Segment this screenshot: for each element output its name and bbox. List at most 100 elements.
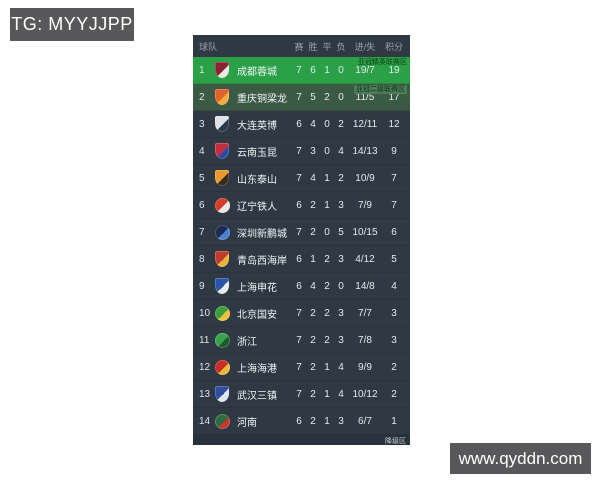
- draw-value: 1: [324, 199, 330, 211]
- points-value: 6: [391, 226, 397, 238]
- rank: 2: [199, 91, 205, 103]
- team-crest-icon: [215, 62, 229, 78]
- team-name: 辽宁铁人: [237, 201, 277, 213]
- table-row[interactable]: 3 大连英博 6 4 0 2 12/11 12: [193, 111, 410, 138]
- rank: 3: [199, 118, 205, 130]
- table-row[interactable]: 4 云南玉昆 7 3 0 4 14/13 9: [193, 138, 410, 165]
- team-name: 上海海港: [237, 363, 277, 375]
- site-watermark: www.qyddn.com: [450, 443, 591, 474]
- win-value: 2: [310, 334, 316, 346]
- win-value: 4: [310, 118, 316, 130]
- played-value: 6: [296, 253, 302, 265]
- played-value: 7: [296, 361, 302, 373]
- points-value: 3: [391, 307, 397, 319]
- points-value: 7: [391, 172, 397, 184]
- played-value: 6: [296, 118, 302, 130]
- win-value: 6: [310, 64, 316, 76]
- rank: 5: [199, 172, 205, 184]
- goals-value: 10/12: [352, 388, 378, 400]
- relegation-zone-label: 降级区: [385, 438, 406, 445]
- loss-value: 3: [338, 415, 344, 427]
- win-value: 2: [310, 388, 316, 400]
- played-value: 6: [296, 280, 302, 292]
- goals-value: 7/7: [358, 307, 372, 319]
- team-name: 山东泰山: [237, 174, 277, 186]
- table-row[interactable]: 14 河南 6 2 1 3 6/7 1: [193, 408, 410, 435]
- table-row[interactable]: 10 北京国安 7 2 2 3 7/7 3: [193, 300, 410, 327]
- table-row[interactable]: 5 山东泰山 7 4 1 2 10/9 7: [193, 165, 410, 192]
- team-name: 上海申花: [237, 282, 277, 294]
- goals-value: 14/8: [355, 280, 375, 292]
- team-name: 河南: [237, 417, 257, 429]
- win-value: 1: [310, 253, 316, 265]
- header-points: 积分: [384, 41, 403, 52]
- header-loss: 负: [336, 41, 346, 52]
- team-crest-icon: [215, 197, 230, 213]
- team-name: 武汉三镇: [237, 390, 277, 402]
- rank: 14: [199, 415, 211, 427]
- relegation-strip: 降级区: [193, 435, 410, 445]
- team-crest-icon: [215, 224, 230, 240]
- draw-value: 0: [324, 226, 330, 238]
- goals-value: 10/9: [355, 172, 375, 184]
- team-crest-icon: [215, 143, 229, 159]
- loss-value: 0: [338, 64, 344, 76]
- draw-value: 1: [324, 388, 330, 400]
- header-win: 胜: [308, 41, 318, 52]
- points-value: 3: [391, 334, 397, 346]
- draw-value: 1: [324, 172, 330, 184]
- played-value: 7: [296, 145, 302, 157]
- table-row[interactable]: 1 成都蓉城 7 6 1 0 19/7 19 亚冠精英联赛区: [193, 57, 410, 84]
- played-value: 7: [296, 226, 302, 238]
- played-value: 7: [296, 64, 302, 76]
- rank: 13: [199, 388, 211, 400]
- win-value: 2: [310, 199, 316, 211]
- table-row[interactable]: 6 辽宁铁人 6 2 1 3 7/9 7: [193, 192, 410, 219]
- points-value: 17: [388, 91, 400, 103]
- goals-value: 7/8: [358, 334, 372, 346]
- header-goals: 进/失: [354, 41, 376, 52]
- points-value: 19: [388, 64, 400, 76]
- win-value: 2: [310, 415, 316, 427]
- goals-value: 14/13: [352, 145, 378, 157]
- team-name: 青岛西海岸: [237, 255, 287, 267]
- points-value: 2: [391, 388, 397, 400]
- team-crest-icon: [215, 251, 229, 267]
- win-value: 5: [310, 91, 316, 103]
- team-crest-icon: [215, 386, 229, 402]
- draw-value: 1: [324, 361, 330, 373]
- goals-value: 7/9: [358, 199, 372, 211]
- played-value: 7: [296, 388, 302, 400]
- played-value: 7: [296, 334, 302, 346]
- draw-value: 2: [324, 253, 330, 265]
- team-crest-icon: [215, 89, 229, 105]
- win-value: 4: [310, 280, 316, 292]
- goals-value: 6/7: [358, 415, 372, 427]
- points-value: 4: [391, 280, 397, 292]
- draw-value: 2: [324, 91, 330, 103]
- rank: 9: [199, 280, 205, 292]
- table-row[interactable]: 9 上海申花 6 4 2 0 14/8 4: [193, 273, 410, 300]
- table-row[interactable]: 8 青岛西海岸 6 1 2 3 4/12 5: [193, 246, 410, 273]
- goals-value: 11/5: [355, 91, 375, 103]
- table-row[interactable]: 2 重庆铜梁龙 7 5 2 0 11/5 17 亚冠二级联赛区: [193, 84, 410, 111]
- table-row[interactable]: 7 深圳新鹏城 7 2 0 5 10/15 6: [193, 219, 410, 246]
- table-row[interactable]: 11 浙江 7 2 2 3 7/8 3: [193, 327, 410, 354]
- table-row[interactable]: 12 上海海港 7 2 1 4 9/9 2: [193, 354, 410, 381]
- goals-value: 19/7: [355, 64, 375, 76]
- table-row[interactable]: 13 武汉三镇 7 2 1 4 10/12 2: [193, 381, 410, 408]
- loss-value: 2: [338, 172, 344, 184]
- win-value: 2: [310, 361, 316, 373]
- header-draw: 平: [322, 41, 332, 52]
- team-crest-icon: [215, 413, 230, 429]
- goals-value: 4/12: [355, 253, 375, 265]
- draw-value: 2: [324, 307, 330, 319]
- loss-value: 5: [338, 226, 344, 238]
- win-value: 4: [310, 172, 316, 184]
- win-value: 3: [310, 145, 316, 157]
- rank: 8: [199, 253, 205, 265]
- header-played: 赛: [294, 41, 304, 52]
- rank: 6: [199, 199, 205, 211]
- draw-value: 1: [324, 64, 330, 76]
- loss-value: 4: [338, 361, 344, 373]
